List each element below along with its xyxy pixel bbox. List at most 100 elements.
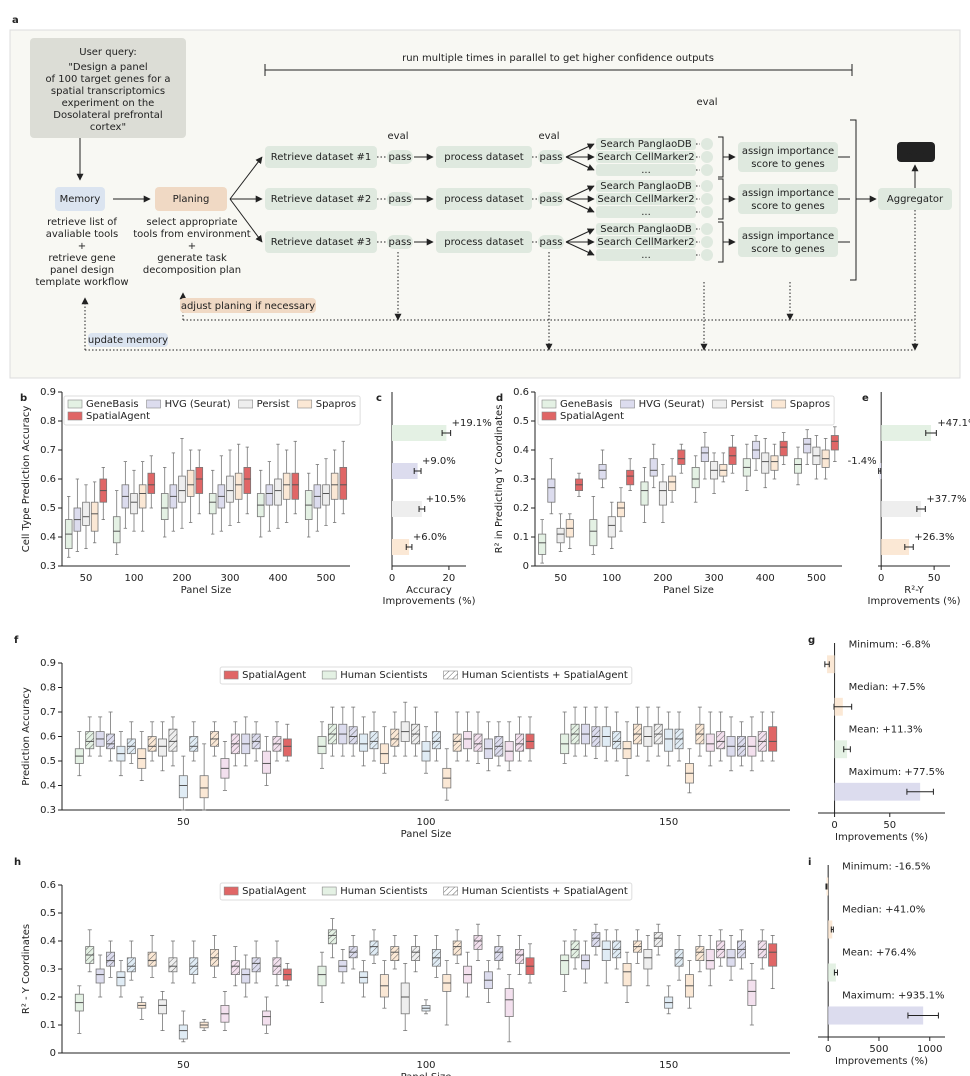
hatch (411, 946, 420, 961)
tool-box (596, 164, 696, 176)
panel-label: d (496, 393, 503, 404)
legend-swatch (541, 399, 557, 409)
box (547, 478, 556, 503)
x-tick-label: 1000 (917, 1044, 942, 1055)
box (234, 472, 243, 500)
x-tick-label: 200 (172, 573, 191, 584)
step-label: Retrieve dataset #3 (271, 237, 372, 248)
eval-label: eval (388, 131, 409, 142)
value-label: +26.3% (914, 532, 954, 543)
box (158, 738, 167, 757)
tool-box (596, 236, 696, 248)
legend-hatch (443, 671, 458, 679)
legend-label: Persist (257, 399, 290, 410)
assign-label: score to genes (751, 244, 824, 255)
legend-label: SpatialAgent (560, 411, 624, 422)
tool-label: Search CellMarker2 (597, 194, 694, 205)
legend: SpatialAgent Human Scientists Human Scient… (219, 666, 633, 685)
y-tick-label: 0.3 (40, 561, 56, 572)
query-text: experiment on the (62, 98, 155, 109)
legend-label: Human Scientists + SpatialAgent (462, 670, 628, 681)
value-label: +37.7% (926, 494, 966, 505)
box (616, 501, 625, 518)
y-tick-label: 0.9 (40, 658, 56, 669)
arrow (565, 228, 595, 243)
bracket (850, 119, 857, 281)
value-label: +6.0% (413, 532, 447, 543)
hatch (591, 932, 600, 947)
tool-label: ... (641, 165, 651, 176)
box (607, 516, 616, 538)
query-box (30, 38, 186, 138)
bar (392, 425, 447, 441)
assign-label: assign importance (742, 146, 834, 157)
y-tick-label: 0.6 (40, 474, 56, 485)
y-tick-label: 0.8 (40, 416, 56, 427)
x-tick-label: 50 (177, 1060, 190, 1071)
box (116, 971, 126, 987)
eval-circle (701, 151, 713, 163)
y-tick-label: 0.6 (40, 880, 56, 891)
node-box (265, 231, 377, 253)
box (830, 435, 839, 451)
x-axis-label: Panel Size (401, 829, 452, 840)
x-tick-label: 100 (124, 573, 143, 584)
value-label: -1.4% (848, 456, 877, 467)
arrow (565, 185, 595, 200)
box (779, 440, 788, 457)
x-tick-label: 150 (659, 817, 678, 828)
eval-circle (701, 138, 713, 150)
feedback-label: adjust planing if necessary (181, 301, 315, 312)
y-tick-label: 0.6 (40, 732, 56, 743)
box (90, 501, 99, 532)
box (589, 519, 598, 547)
y-tick-label: 0.2 (513, 503, 529, 514)
box (658, 481, 667, 506)
pass-label: pass (540, 237, 563, 248)
eval-circle (701, 164, 713, 176)
box (700, 446, 709, 463)
bar (392, 539, 410, 555)
legend-swatch (67, 399, 83, 409)
assign-label: assign importance (742, 188, 834, 199)
value-label: Mean: +11.3% (849, 724, 923, 735)
box (768, 726, 778, 752)
value-label: Minimum: -6.8% (849, 639, 931, 650)
pass-pill (538, 235, 564, 249)
aggregator-label: Aggregator (887, 194, 944, 205)
y-tick-label: 0.5 (513, 416, 529, 427)
hatch (473, 734, 483, 752)
y-tick-label: 0.7 (40, 707, 56, 718)
x-tick-label: 50 (928, 573, 941, 584)
eval-circle (701, 193, 713, 205)
box (400, 982, 410, 1015)
value-label: Mean: +76.4% (842, 948, 916, 959)
y-tick-label: 0.6 (513, 387, 529, 398)
hatch (654, 932, 663, 947)
x-tick-label: 0 (878, 573, 884, 584)
legend-swatch (67, 411, 83, 421)
eval-label: eval (539, 131, 560, 142)
legend-label: Human Scientists + SpatialAgent (462, 886, 628, 897)
hatch (148, 736, 157, 752)
hatch (168, 729, 177, 752)
pass-label: pass (540, 152, 563, 163)
y-tick-label: 0.3 (513, 474, 529, 485)
eval-circle (701, 223, 713, 235)
hatch (148, 952, 157, 967)
pass-pill (387, 192, 413, 206)
value-label: Maximum: +935.1% (842, 991, 944, 1002)
arrow (565, 198, 595, 213)
legend-swatch (297, 399, 313, 409)
box (803, 437, 812, 454)
y-axis-label: R² in Predicting Y Coordinates (494, 405, 505, 554)
hatch (494, 946, 503, 961)
out-box (897, 142, 935, 162)
memory-text: template workflow (35, 277, 128, 288)
query-text: "Design a panel (68, 62, 147, 73)
tool-box (596, 249, 696, 261)
x-tick-label: 100 (602, 573, 621, 584)
box (330, 472, 339, 500)
box (643, 949, 653, 970)
hatch (127, 957, 136, 972)
